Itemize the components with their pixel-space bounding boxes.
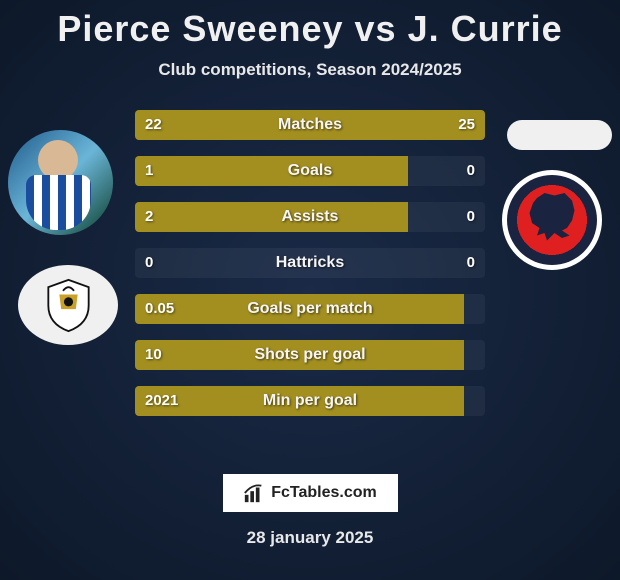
stat-row: 0 0Hattricks [135, 248, 485, 278]
stat-value-left: 0 [145, 248, 153, 278]
stat-value-left: 2021 [145, 386, 178, 416]
stat-value-left: 2 [145, 202, 153, 232]
stat-fill-left [135, 294, 464, 324]
stat-value-right: 0 [467, 248, 475, 278]
stat-bars: 2225Matches10Goals20Assists00Hattricks0.… [135, 110, 485, 432]
stat-value-right: 0 [467, 156, 475, 186]
stat-value-left: 22 [145, 110, 162, 140]
stat-fill-left [135, 386, 464, 416]
stat-fill-left [135, 202, 408, 232]
stat-value-left: 1 [145, 156, 153, 186]
player1-photo [8, 130, 113, 235]
stat-value-right: 0 [467, 202, 475, 232]
player2-photo [507, 120, 612, 150]
stat-value-left: 10 [145, 340, 162, 370]
page-title: Pierce Sweeney vs J. Currie [0, 0, 620, 50]
stat-row: 20Assists [135, 202, 485, 232]
stat-value-left: 0.05 [145, 294, 174, 324]
stat-row: 10Shots per goal [135, 340, 485, 370]
stat-row: 0.05Goals per match [135, 294, 485, 324]
player1-club-crest [18, 265, 118, 345]
brand-logo: FcTables.com [223, 474, 398, 512]
stat-fill-left [135, 340, 464, 370]
stat-row: 2225Matches [135, 110, 485, 140]
player2-club-crest [502, 170, 602, 270]
chart-icon [243, 482, 265, 504]
stat-label: Hattricks [135, 248, 485, 278]
comparison-main: 2225Matches10Goals20Assists00Hattricks0.… [0, 110, 620, 450]
stat-row: 10Goals [135, 156, 485, 186]
date-label: 28 january 2025 [0, 528, 620, 548]
stat-value-right: 25 [458, 110, 475, 140]
brand-text: FcTables.com [271, 484, 377, 502]
stat-row: 2021Min per goal [135, 386, 485, 416]
page-subtitle: Club competitions, Season 2024/2025 [0, 60, 620, 80]
stat-fill-left [135, 156, 408, 186]
